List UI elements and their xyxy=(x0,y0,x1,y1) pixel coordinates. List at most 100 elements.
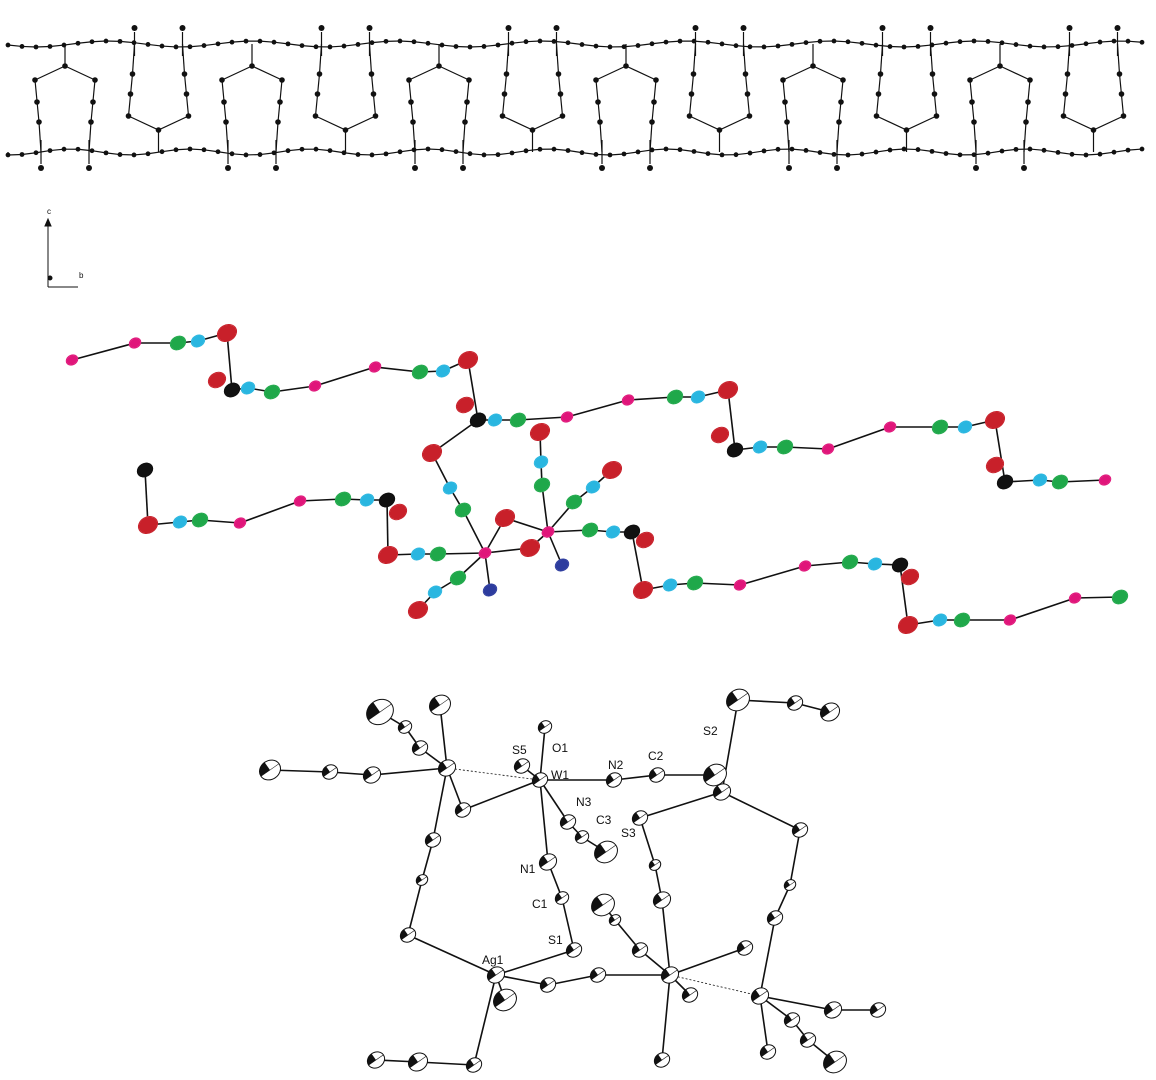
atom xyxy=(277,99,283,105)
atom xyxy=(560,113,566,119)
labeled-structure xyxy=(256,685,889,1077)
atom xyxy=(838,99,844,105)
atom xyxy=(928,25,934,31)
bond xyxy=(1000,66,1030,80)
colored-structure xyxy=(64,321,1130,637)
atom xyxy=(693,25,699,31)
atom xyxy=(219,77,225,83)
bond xyxy=(439,66,469,80)
bond xyxy=(626,66,656,80)
atom xyxy=(840,77,846,83)
atom-label: C1 xyxy=(532,897,548,911)
bond xyxy=(463,510,485,553)
bond xyxy=(562,898,574,950)
atom xyxy=(874,113,880,119)
bond xyxy=(877,116,907,130)
atom xyxy=(275,119,281,125)
atom xyxy=(1140,147,1145,152)
atom xyxy=(836,119,842,125)
atom xyxy=(784,119,790,125)
atom xyxy=(689,91,695,97)
atom xyxy=(1115,25,1121,31)
arrow xyxy=(45,219,51,226)
atom-label: Ag1 xyxy=(482,953,504,967)
bond xyxy=(316,116,346,130)
bond xyxy=(540,780,548,862)
atom xyxy=(412,165,418,171)
atom xyxy=(88,119,94,125)
bond xyxy=(409,66,439,80)
bond xyxy=(970,66,1000,80)
atom xyxy=(1140,40,1145,45)
atom xyxy=(369,71,375,77)
bond xyxy=(690,116,720,130)
bond xyxy=(129,116,159,130)
atom xyxy=(186,113,192,119)
atom xyxy=(691,71,697,77)
atom xyxy=(747,113,753,119)
bond xyxy=(790,830,800,885)
atom xyxy=(554,25,560,31)
bond xyxy=(813,66,843,80)
atom xyxy=(436,63,442,69)
atom xyxy=(367,25,373,31)
atom xyxy=(595,99,601,105)
atom xyxy=(36,119,42,125)
atom xyxy=(971,119,977,125)
bond xyxy=(540,727,545,780)
bond xyxy=(1094,116,1124,130)
atom xyxy=(1061,113,1067,119)
atom xyxy=(225,165,231,171)
atom xyxy=(530,127,536,133)
atom xyxy=(90,99,96,105)
atom-label: O1 xyxy=(552,741,568,755)
bond xyxy=(222,66,252,80)
bond xyxy=(662,900,670,975)
atom xyxy=(500,113,506,119)
atom-label: C2 xyxy=(648,749,664,763)
atom xyxy=(1063,91,1069,97)
bond xyxy=(65,66,95,80)
bond xyxy=(567,400,628,417)
bond xyxy=(496,950,574,975)
atom xyxy=(408,99,414,105)
bond xyxy=(72,343,135,360)
atom xyxy=(410,119,416,125)
atom-label: N2 xyxy=(608,758,624,772)
atom xyxy=(997,63,1003,69)
bond xyxy=(408,880,422,935)
atom xyxy=(717,127,723,133)
atom xyxy=(86,165,92,171)
atom xyxy=(1027,77,1033,83)
axis-label: b xyxy=(79,271,84,280)
bond xyxy=(533,116,563,130)
atom xyxy=(651,99,657,105)
atom xyxy=(623,63,629,69)
atom xyxy=(460,165,466,171)
atom xyxy=(180,25,186,31)
bond xyxy=(783,66,813,80)
figure: c b S5 O1 W1 N2 C2 S2 N3 C3 S3 N1 C1 S1 … xyxy=(0,0,1156,1080)
bond xyxy=(346,116,376,130)
bond xyxy=(1010,598,1075,620)
atom xyxy=(558,91,564,97)
atom xyxy=(1021,165,1027,171)
atom xyxy=(273,165,279,171)
bond xyxy=(760,996,768,1052)
atom xyxy=(967,77,973,83)
atom xyxy=(880,25,886,31)
atom xyxy=(1023,119,1029,125)
atom xyxy=(343,127,349,133)
atom xyxy=(934,113,940,119)
atom xyxy=(406,77,412,83)
atom-label: C3 xyxy=(596,813,612,827)
atom xyxy=(904,127,910,133)
atom xyxy=(466,77,472,83)
atom-label: S5 xyxy=(512,743,527,757)
axis-indicator xyxy=(45,219,78,287)
atom xyxy=(32,77,38,83)
atom xyxy=(1065,71,1071,77)
bond xyxy=(35,66,65,80)
axis-dot xyxy=(48,276,52,280)
atom xyxy=(1117,71,1123,77)
